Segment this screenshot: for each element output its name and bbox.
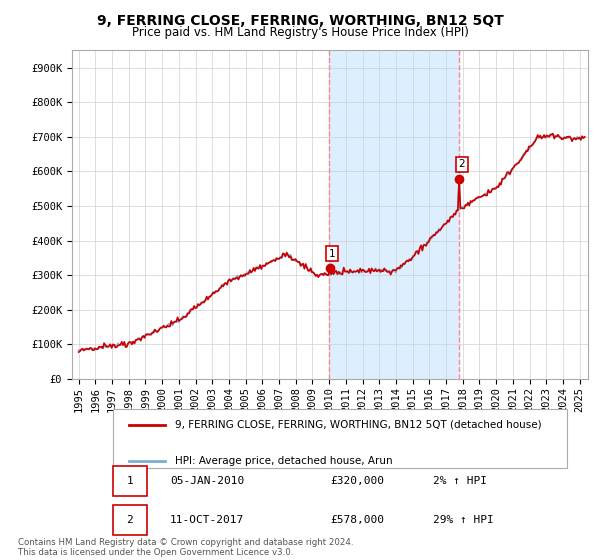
Text: 9, FERRING CLOSE, FERRING, WORTHING, BN12 5QT: 9, FERRING CLOSE, FERRING, WORTHING, BN1… [97, 14, 503, 28]
Text: 2% ↑ HPI: 2% ↑ HPI [433, 476, 487, 486]
FancyBboxPatch shape [113, 506, 147, 535]
Text: 29% ↑ HPI: 29% ↑ HPI [433, 515, 494, 525]
Text: 2: 2 [127, 515, 133, 525]
Text: Price paid vs. HM Land Registry's House Price Index (HPI): Price paid vs. HM Land Registry's House … [131, 26, 469, 39]
Text: 05-JAN-2010: 05-JAN-2010 [170, 476, 244, 486]
Text: HPI: Average price, detached house, Arun: HPI: Average price, detached house, Arun [175, 456, 393, 466]
Text: £320,000: £320,000 [330, 476, 384, 486]
Text: 1: 1 [127, 476, 133, 486]
FancyBboxPatch shape [113, 466, 147, 496]
Text: 9, FERRING CLOSE, FERRING, WORTHING, BN12 5QT (detached house): 9, FERRING CLOSE, FERRING, WORTHING, BN1… [175, 420, 542, 430]
Bar [329, 50, 459, 379]
Text: 2: 2 [458, 160, 465, 169]
Text: 11-OCT-2017: 11-OCT-2017 [170, 515, 244, 525]
FancyBboxPatch shape [113, 408, 568, 468]
Text: £578,000: £578,000 [330, 515, 384, 525]
Text: Contains HM Land Registry data © Crown copyright and database right 2024.
This d: Contains HM Land Registry data © Crown c… [18, 538, 353, 557]
Text: 1: 1 [329, 249, 335, 259]
